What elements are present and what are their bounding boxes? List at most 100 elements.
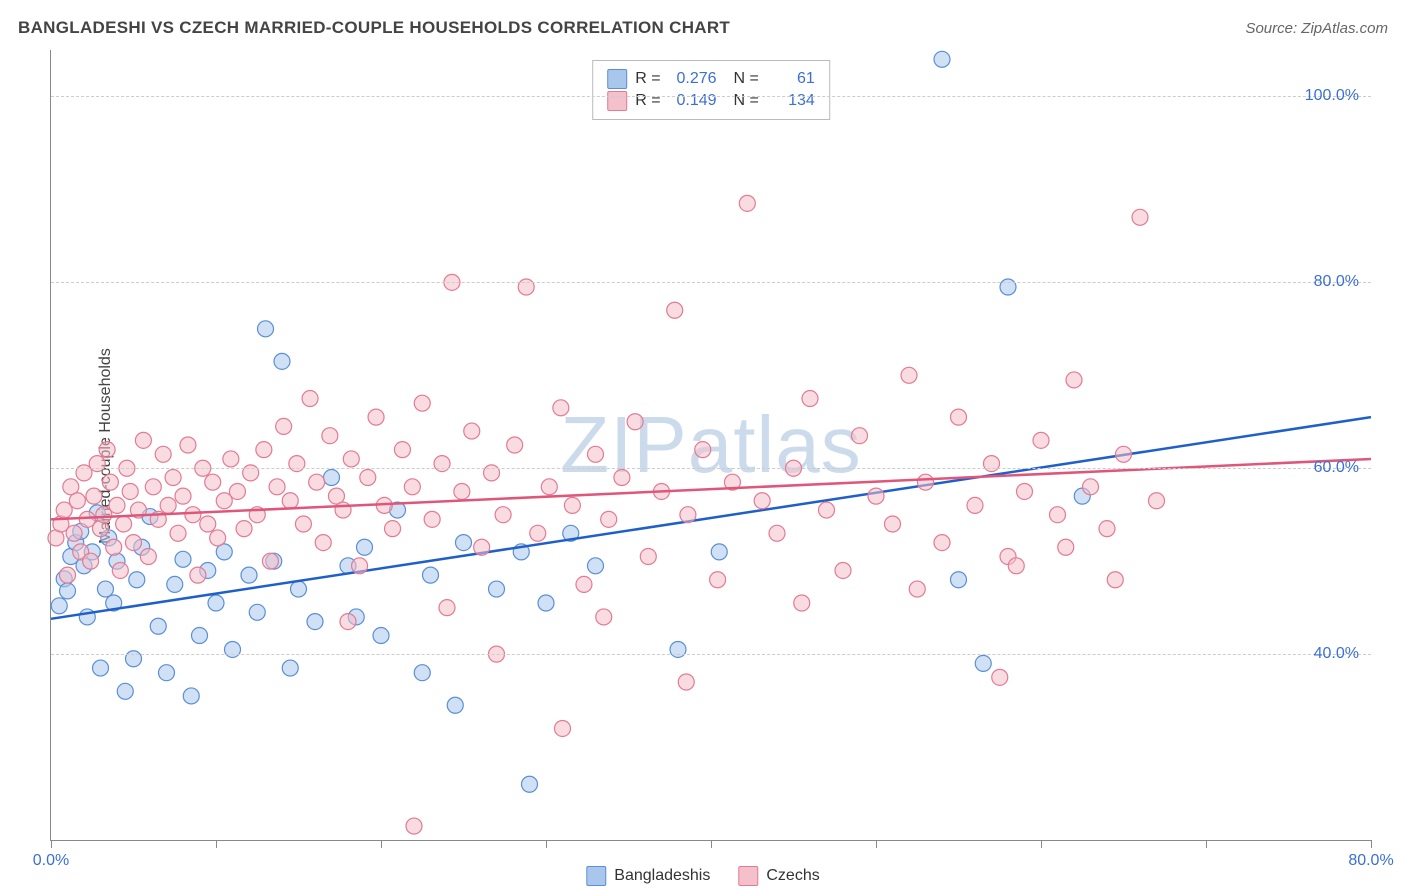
data-point bbox=[522, 776, 538, 792]
data-point bbox=[1116, 446, 1132, 462]
data-point bbox=[60, 567, 76, 583]
data-point bbox=[322, 428, 338, 444]
data-point bbox=[357, 539, 373, 555]
data-point bbox=[282, 493, 298, 509]
data-point bbox=[210, 530, 226, 546]
chart-header: BANGLADESHI VS CZECH MARRIED-COUPLE HOUS… bbox=[18, 18, 1388, 38]
data-point bbox=[423, 567, 439, 583]
data-point bbox=[145, 479, 161, 495]
data-point bbox=[360, 470, 376, 486]
data-point bbox=[627, 414, 643, 430]
data-point bbox=[185, 507, 201, 523]
data-point bbox=[424, 511, 440, 527]
data-point bbox=[695, 442, 711, 458]
data-point bbox=[208, 595, 224, 611]
data-point bbox=[258, 321, 274, 337]
data-point bbox=[588, 446, 604, 462]
data-point bbox=[495, 507, 511, 523]
data-point bbox=[106, 539, 122, 555]
data-point bbox=[1017, 483, 1033, 499]
legend-r-label: R = bbox=[635, 92, 660, 110]
legend-row-czechs: R = 0.149 N = 134 bbox=[607, 91, 815, 111]
data-point bbox=[126, 535, 142, 551]
data-point bbox=[678, 674, 694, 690]
data-point bbox=[1149, 493, 1165, 509]
data-point bbox=[918, 474, 934, 490]
legend-n-label: N = bbox=[725, 70, 759, 88]
data-point bbox=[1033, 432, 1049, 448]
data-point bbox=[83, 553, 99, 569]
data-point bbox=[343, 451, 359, 467]
data-point bbox=[129, 572, 145, 588]
data-point bbox=[93, 660, 109, 676]
legend-label: Bangladeshis bbox=[614, 867, 710, 885]
data-point bbox=[51, 598, 67, 614]
data-point bbox=[368, 409, 384, 425]
data-point bbox=[553, 400, 569, 416]
data-point bbox=[1066, 372, 1082, 388]
data-point bbox=[69, 493, 85, 509]
data-point bbox=[309, 474, 325, 490]
data-point bbox=[909, 581, 925, 597]
data-point bbox=[1058, 539, 1074, 555]
data-point bbox=[852, 428, 868, 444]
data-point bbox=[122, 483, 138, 499]
data-point bbox=[60, 583, 76, 599]
data-point bbox=[160, 497, 176, 513]
data-point bbox=[711, 544, 727, 560]
data-point bbox=[885, 516, 901, 532]
data-point bbox=[507, 437, 523, 453]
data-point bbox=[754, 493, 770, 509]
data-point bbox=[340, 614, 356, 630]
data-point bbox=[282, 660, 298, 676]
data-point bbox=[223, 451, 239, 467]
data-point bbox=[439, 600, 455, 616]
legend-n-value-2: 134 bbox=[767, 92, 815, 110]
x-tick-label: 0.0% bbox=[33, 852, 69, 870]
data-point bbox=[236, 521, 252, 537]
data-point bbox=[414, 665, 430, 681]
chart-svg bbox=[51, 50, 1371, 840]
data-point bbox=[229, 483, 245, 499]
legend-swatch-bangladeshis bbox=[607, 69, 627, 89]
data-point bbox=[640, 549, 656, 565]
correlation-legend: R = 0.276 N = 61 R = 0.149 N = 134 bbox=[592, 60, 830, 120]
data-point bbox=[794, 595, 810, 611]
data-point bbox=[93, 521, 109, 537]
legend-r-label: R = bbox=[635, 70, 660, 88]
data-point bbox=[802, 391, 818, 407]
data-point bbox=[819, 502, 835, 518]
data-point bbox=[588, 558, 604, 574]
data-point bbox=[335, 502, 351, 518]
data-point bbox=[901, 367, 917, 383]
data-point bbox=[596, 609, 612, 625]
legend-swatch-icon bbox=[738, 866, 758, 886]
data-point bbox=[1107, 572, 1123, 588]
data-point bbox=[1132, 209, 1148, 225]
data-point bbox=[394, 442, 410, 458]
data-point bbox=[86, 488, 102, 504]
data-point bbox=[291, 581, 307, 597]
data-point bbox=[404, 479, 420, 495]
data-point bbox=[474, 539, 490, 555]
data-point bbox=[175, 488, 191, 504]
data-point bbox=[116, 516, 132, 532]
data-point bbox=[352, 558, 368, 574]
data-point bbox=[868, 488, 884, 504]
data-point bbox=[951, 572, 967, 588]
data-point bbox=[967, 497, 983, 513]
data-point bbox=[274, 353, 290, 369]
data-point bbox=[1099, 521, 1115, 537]
data-point bbox=[992, 669, 1008, 685]
data-point bbox=[295, 516, 311, 532]
data-point bbox=[117, 683, 133, 699]
data-point bbox=[256, 442, 272, 458]
data-point bbox=[680, 507, 696, 523]
data-point bbox=[135, 432, 151, 448]
legend-item-czechs: Czechs bbox=[738, 866, 819, 886]
data-point bbox=[710, 572, 726, 588]
data-point bbox=[456, 535, 472, 551]
legend-r-value-2: 0.149 bbox=[669, 92, 717, 110]
data-point bbox=[324, 470, 340, 486]
data-point bbox=[555, 720, 571, 736]
